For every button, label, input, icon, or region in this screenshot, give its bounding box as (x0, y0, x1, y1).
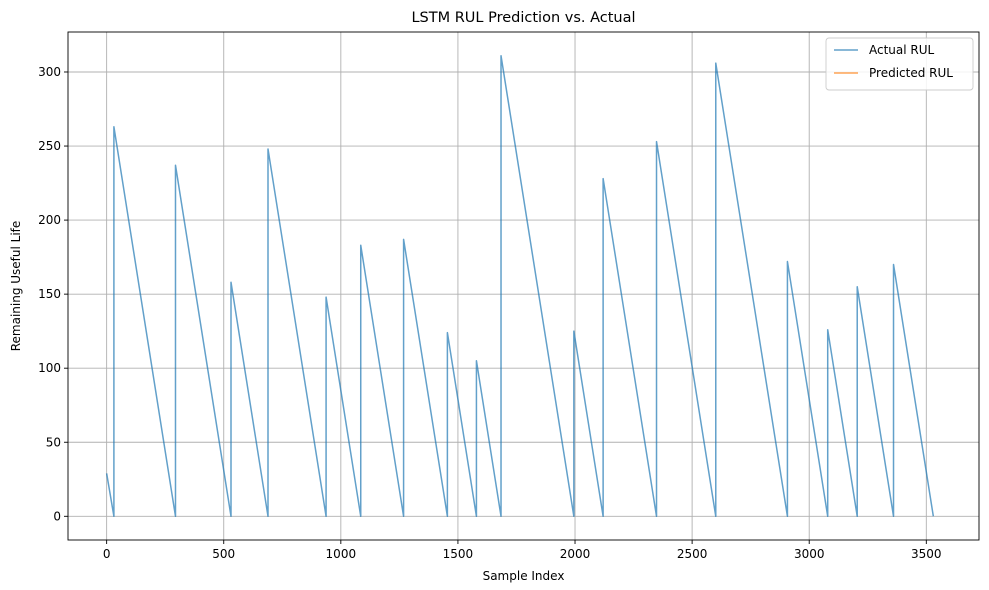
legend: Actual RUL Predicted RUL (825, 37, 974, 91)
x-tick-label: 0 (103, 547, 111, 561)
chart-title: LSTM RUL Prediction vs. Actual (411, 10, 635, 26)
y-tick-label: 50 (46, 435, 61, 449)
y-axis-ticks: 0 50 100 150 200 250 300 (38, 65, 68, 523)
y-tick-label: 250 (38, 139, 61, 153)
y-tick-label: 300 (38, 65, 61, 79)
series-lines (105, 54, 935, 518)
y-axis-label: Remaining Useful Life (9, 221, 23, 352)
series-line-actual-rul (105, 54, 935, 518)
x-tick-label: 2000 (560, 547, 591, 561)
y-tick-label: 150 (38, 287, 61, 301)
x-axis-label: Sample Index (483, 569, 565, 583)
x-tick-label: 1500 (443, 547, 474, 561)
legend-box (825, 37, 974, 91)
x-axis-ticks: 0 500 1000 1500 2000 2500 3000 3500 (103, 540, 942, 561)
legend-label-actual-rul: Actual RUL (869, 43, 935, 57)
plot-area (68, 32, 979, 540)
plot-frame (67, 31, 980, 541)
legend-label-predicted-rul: Predicted RUL (869, 66, 953, 80)
x-tick-label: 3000 (794, 547, 825, 561)
y-tick-label: 100 (38, 361, 61, 375)
x-tick-label: 500 (212, 547, 235, 561)
x-tick-label: 3500 (911, 547, 942, 561)
y-tick-label: 0 (53, 509, 61, 523)
x-tick-label: 1000 (326, 547, 357, 561)
x-tick-label: 2500 (677, 547, 708, 561)
y-tick-label: 200 (38, 213, 61, 227)
